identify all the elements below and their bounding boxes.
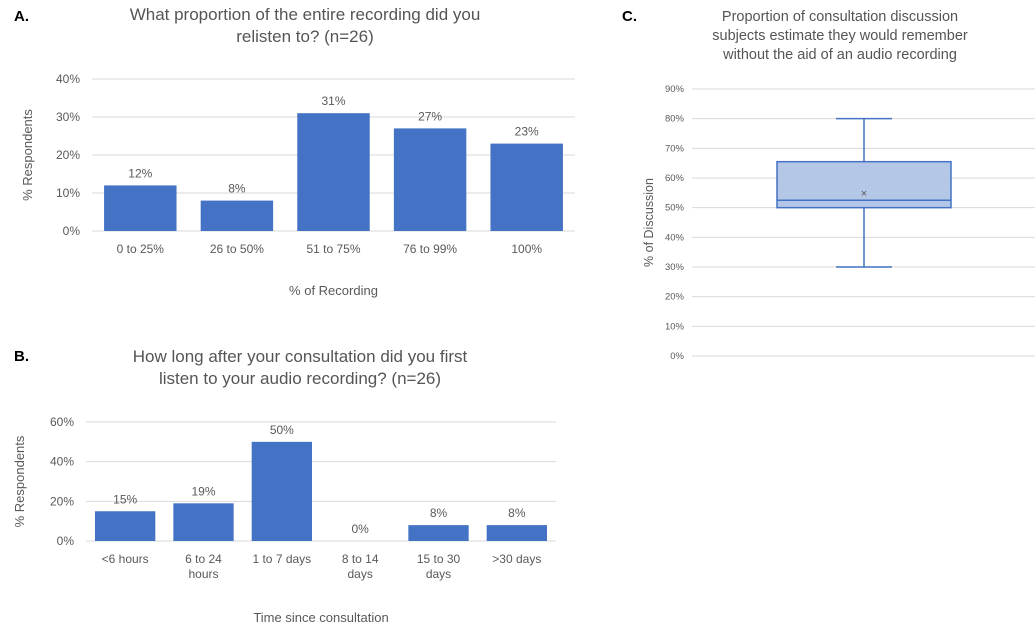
chart-b-bar (173, 503, 234, 541)
chart-a-data-label: 31% (321, 94, 345, 108)
chart-a-x-tick-label: 76 to 99% (403, 242, 457, 256)
chart-c-y-tick-label: 80% (665, 114, 685, 125)
chart-b-y-tick-label: 60% (50, 415, 74, 429)
chart-b-x-tick-label: <6 hours (102, 552, 149, 566)
chart-c-y-tick-label: 30% (665, 262, 685, 273)
chart-a-bar (200, 200, 274, 231)
chart-a-title: What proportion of the entire recording … (129, 5, 481, 47)
chart-b-y-tick-label: 40% (50, 455, 74, 469)
chart-a-x-tick-label: 0 to 25% (117, 242, 165, 256)
chart-b-x-tick-label: >30 days (492, 552, 541, 566)
chart-a-x-tick-label: 51 to 75% (306, 242, 360, 256)
chart-b-bar (251, 441, 312, 541)
chart-b-x-axis-label: Time since consultation (253, 610, 388, 625)
chart-b-y-axis-label: % Respondents (12, 435, 27, 527)
chart-b-data-label: 8% (430, 506, 448, 520)
chart-a-x-tick-label: 26 to 50% (210, 242, 264, 256)
chart-a-y-tick-label: 20% (56, 148, 80, 162)
chart-c-y-tick-label: 40% (665, 232, 685, 243)
chart-b-data-label: 8% (508, 506, 526, 520)
chart-a-x-axis-label: % of Recording (289, 283, 378, 298)
chart-a-x-tick-label: 100% (511, 242, 542, 256)
chart-c-y-axis-label: % of Discussion (642, 178, 656, 267)
chart-a-y-tick-label: 30% (56, 110, 80, 124)
chart-c-y-tick-label: 90% (665, 84, 685, 95)
chart-b-x-tick-label: 8 to 14 days (342, 552, 379, 581)
chart-b-y-tick-label: 0% (57, 534, 75, 548)
chart-b-data-label: 19% (191, 484, 215, 498)
chart-a-data-label: 8% (228, 182, 246, 196)
chart-c-y-tick-label: 70% (665, 143, 685, 154)
chart-a-y-axis-label: % Respondents (20, 109, 35, 201)
chart-a-bar (393, 128, 467, 231)
chart-a-y-tick-label: 0% (63, 224, 81, 238)
chart-b-y-tick-label: 20% (50, 494, 74, 508)
chart-c-mean-marker: × (861, 188, 867, 200)
chart-a-y-tick-label: 10% (56, 186, 80, 200)
chart-b-data-label: 50% (270, 423, 294, 437)
chart-b-x-tick-label: 1 to 7 days (252, 552, 311, 566)
chart-b-data-label: 15% (113, 492, 137, 506)
chart-c-y-tick-label: 50% (665, 203, 685, 214)
chart-b-bar (408, 525, 469, 541)
chart-b-x-tick-label: 6 to 24 hours (185, 552, 222, 581)
chart-a-data-label: 27% (418, 109, 442, 123)
chart-a-bar (104, 185, 177, 231)
chart-b-title: How long after your consultation did you… (132, 347, 468, 389)
chart-b-x-tick-label: 15 to 30 days (417, 552, 461, 581)
chart-a-data-label: 12% (128, 166, 152, 180)
chart-a-bar (297, 113, 370, 231)
chart-c-y-tick-label: 10% (665, 321, 685, 332)
chart-a-y-tick-label: 40% (56, 72, 80, 86)
chart-a-bar (490, 143, 563, 231)
chart-c-title: Proportion of consultation discussion su… (712, 9, 968, 63)
panel-a-letter: A. (14, 8, 29, 25)
panel-b-letter: B. (14, 348, 29, 365)
chart-c-y-tick-label: 0% (670, 351, 684, 362)
chart-c-y-tick-label: 60% (665, 173, 685, 184)
chart-c-y-tick-label: 20% (665, 292, 685, 303)
chart-b-bar (95, 511, 156, 541)
chart-b-bar (486, 525, 547, 541)
chart-a-data-label: 23% (515, 125, 539, 139)
chart-b-data-label: 0% (351, 522, 369, 536)
panel-c-letter: C. (622, 8, 637, 25)
